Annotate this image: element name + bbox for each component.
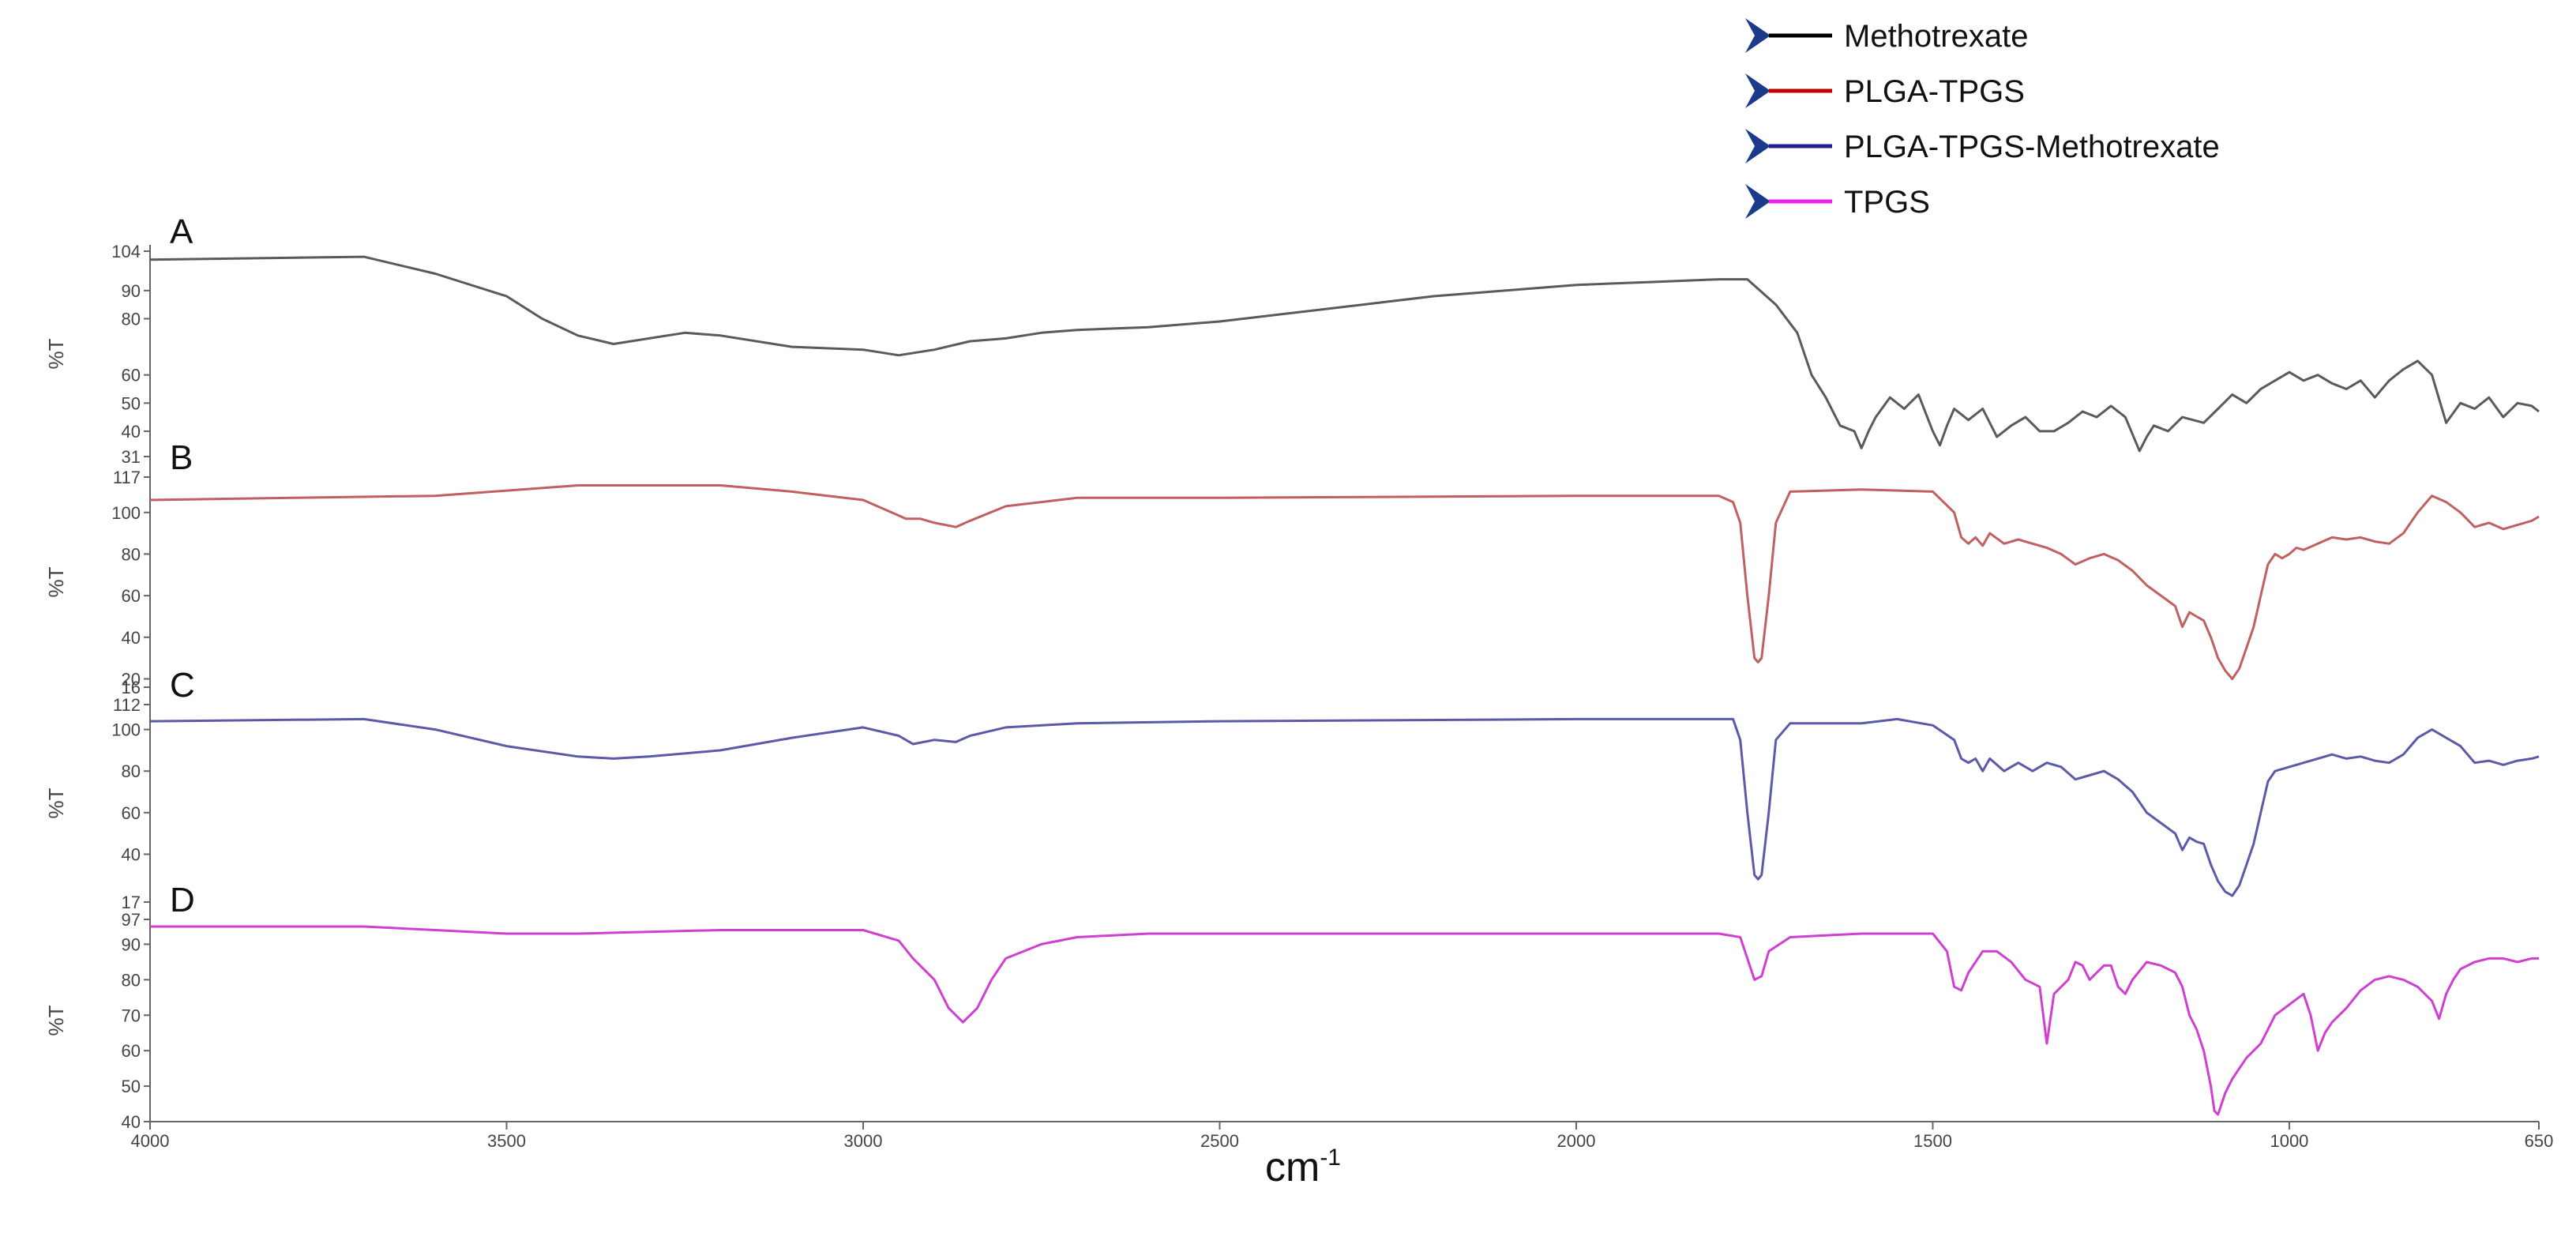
y-tick-label: 20 (122, 669, 141, 689)
y-tick-label: 80 (122, 970, 141, 990)
x-tick-label: 650 (2525, 1131, 2554, 1151)
y-axis-label: %T (44, 338, 68, 369)
y-tick-label: 80 (122, 761, 141, 781)
legend-label: TPGS (1844, 185, 1930, 220)
y-tick-label: 97 (122, 910, 141, 930)
y-tick-label: 16 (122, 678, 141, 697)
panel-label: C (170, 666, 195, 705)
legend-arrow-icon (1745, 184, 1771, 219)
y-tick-label: 60 (122, 366, 141, 385)
y-tick-label: 90 (122, 934, 141, 954)
y-tick-label: 117 (113, 468, 141, 487)
y-tick-label: 70 (122, 1006, 141, 1025)
y-tick-label: 50 (122, 393, 141, 413)
y-tick-label: 40 (122, 422, 141, 442)
x-tick-label: 2000 (1556, 1131, 1595, 1151)
y-tick-label: 60 (122, 803, 141, 823)
y-axis-label: %T (44, 788, 68, 818)
y-tick-label: 104 (111, 242, 141, 261)
x-tick-label: 3000 (844, 1131, 883, 1151)
x-tick-label: 1500 (1913, 1131, 1952, 1151)
y-tick-label: 90 (122, 281, 141, 301)
x-axis-title-text: cm (1265, 1145, 1320, 1190)
y-tick-label: 50 (122, 1077, 141, 1096)
y-tick-label: 40 (122, 1112, 141, 1132)
legend-arrow-icon (1745, 18, 1771, 53)
panel-label: A (170, 212, 193, 251)
y-tick-label: 100 (111, 720, 141, 740)
legend-label: Methotrexate (1844, 19, 2028, 54)
legend-arrow-icon (1745, 73, 1771, 108)
legend-label: PLGA-TPGS-Methotrexate (1844, 130, 2220, 164)
y-tick-label: 40 (122, 844, 141, 864)
legend-arrow-icon (1745, 129, 1771, 164)
y-axis-label: %T (44, 566, 68, 597)
y-tick-label: 80 (122, 309, 141, 329)
y-tick-label: 40 (122, 628, 141, 648)
panel-label: B (170, 438, 193, 477)
y-tick-label: 80 (122, 544, 141, 564)
y-tick-label: 31 (122, 447, 141, 467)
y-tick-label: 112 (113, 695, 141, 715)
y-axis-label: %T (44, 1005, 68, 1036)
legend-label: PLGA-TPGS (1844, 74, 2025, 109)
y-tick-label: 60 (122, 586, 141, 606)
spectrum-line-d (150, 925, 2539, 1116)
panel-label: D (170, 881, 195, 919)
x-axis-title: cm-1 (1265, 1145, 1341, 1190)
x-tick-label: 4000 (131, 1131, 170, 1151)
x-axis-title-superscript: -1 (1320, 1145, 1341, 1171)
y-tick-label: 60 (122, 1041, 141, 1061)
spectrum-line-a (149, 255, 2540, 453)
x-tick-label: 2500 (1200, 1131, 1239, 1151)
spectrum-line-c (149, 717, 2540, 897)
spectrum-line-b (149, 484, 2540, 680)
y-tick-label: 17 (122, 893, 141, 912)
y-tick-label: 100 (111, 503, 141, 523)
x-tick-label: 1000 (2270, 1131, 2308, 1151)
x-tick-label: 3500 (487, 1131, 526, 1151)
